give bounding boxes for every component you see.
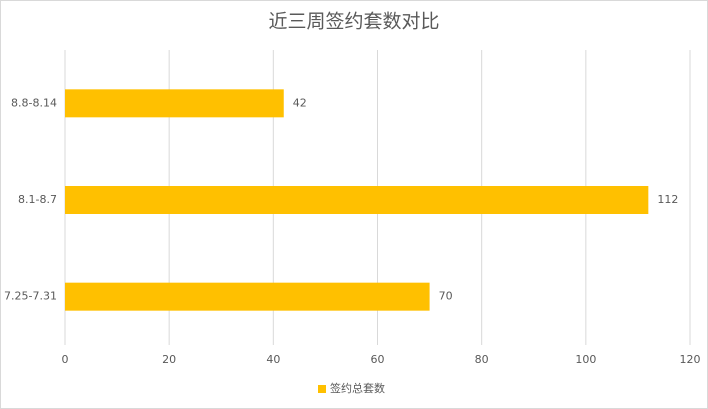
bar (65, 89, 284, 118)
legend-label: 签约总套数 (330, 381, 385, 395)
data-label: 70 (439, 290, 453, 303)
x-tick-label: 100 (575, 353, 596, 366)
data-label: 112 (657, 193, 678, 206)
legend-swatch (318, 385, 326, 393)
y-tick-label: 8.8-8.14 (11, 96, 57, 109)
bar (65, 282, 430, 311)
y-tick-label: 7.25-7.31 (4, 290, 57, 303)
bar (65, 186, 649, 214)
x-tick-label: 60 (371, 353, 385, 366)
chart-title: 近三周签约套数对比 (268, 11, 439, 33)
x-tick-label: 80 (475, 353, 489, 366)
data-label: 42 (293, 96, 307, 109)
x-tick-label: 0 (62, 353, 69, 366)
x-tick-label: 20 (162, 353, 176, 366)
x-tick-label: 40 (266, 353, 280, 366)
x-tick-label: 120 (680, 353, 701, 366)
y-tick-label: 8.1-8.7 (18, 193, 57, 206)
